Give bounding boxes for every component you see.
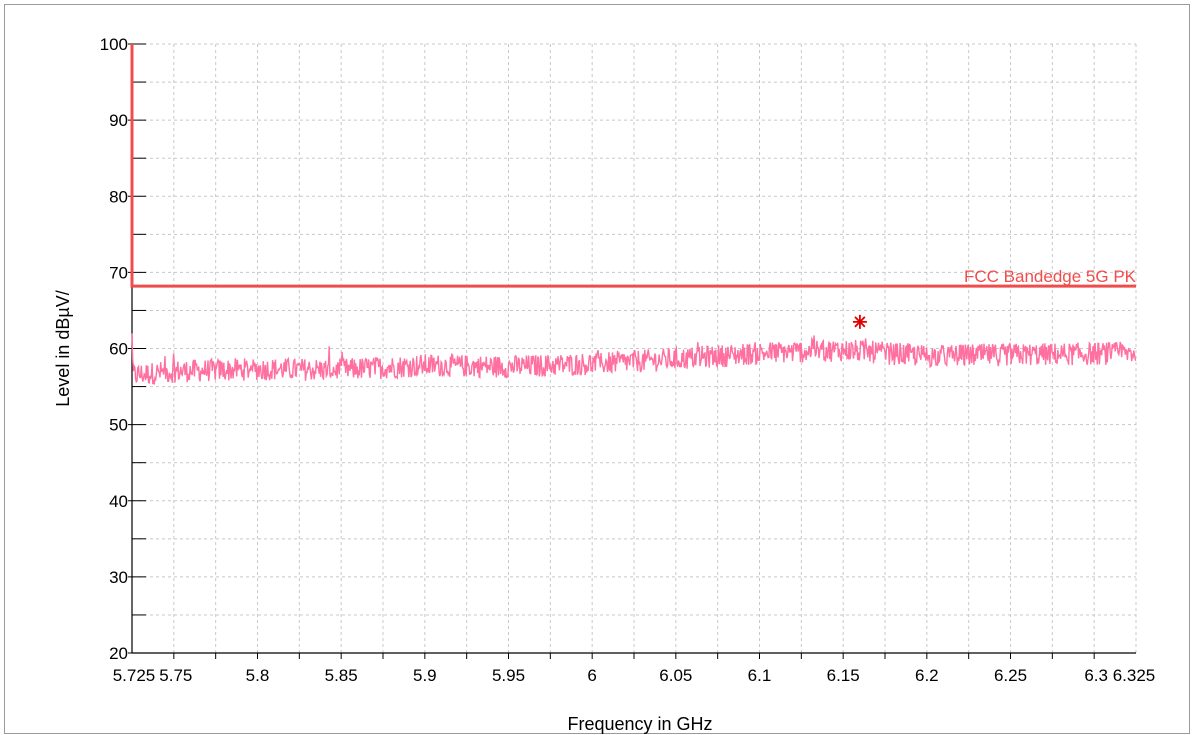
y-tick-label: 20 (109, 644, 128, 663)
x-axis-title: Frequency in GHz (567, 714, 712, 734)
y-tick-label: 80 (109, 187, 128, 206)
x-tick-label: 6.05 (659, 666, 692, 685)
peak-marker (852, 314, 867, 329)
x-tick-label: 5.8 (246, 666, 270, 685)
y-axis-title: Level in dBµV/ (53, 290, 73, 406)
marker-stroke (854, 316, 866, 328)
y-tick-label: 100 (100, 35, 128, 54)
x-tick-label: 5.725 (113, 666, 156, 685)
x-tick-label: 5.75 (159, 666, 192, 685)
x-tick-label: 6.15 (827, 666, 860, 685)
x-tick-label: 6.25 (994, 666, 1027, 685)
x-tick-label: 6 (587, 666, 596, 685)
y-tick-label: 30 (109, 568, 128, 587)
series-layer (131, 333, 1137, 385)
y-tick-label: 40 (109, 492, 128, 511)
ticks: 5.725 5.75 5.8 5.85 5.9 5.95 6 6.05 6.1 6.15 6.2 6.… (100, 35, 1156, 685)
x-tick-label: 6.2 (915, 666, 939, 685)
limit-line-label: FCC Bandedge 5G PK (964, 267, 1137, 286)
limit-line (130, 44, 1136, 288)
y-tick-label: 60 (109, 340, 128, 359)
grid-lines (132, 43, 1137, 653)
series-trace (131, 333, 1137, 385)
marker-layer (852, 314, 867, 329)
y-tick-label: 90 (109, 111, 128, 130)
x-tick-label: 6.325 (1113, 666, 1156, 685)
x-tick-label: 6.3 (1084, 666, 1108, 685)
x-tick-label: 5.9 (413, 666, 437, 685)
x-tick-label: 5.85 (325, 666, 358, 685)
x-tick-label: 6.1 (748, 666, 772, 685)
y-tick-label: 50 (109, 416, 128, 435)
y-tick-label: 70 (109, 263, 128, 282)
x-tick-label: 5.95 (492, 666, 525, 685)
limit-layer (130, 44, 1136, 288)
